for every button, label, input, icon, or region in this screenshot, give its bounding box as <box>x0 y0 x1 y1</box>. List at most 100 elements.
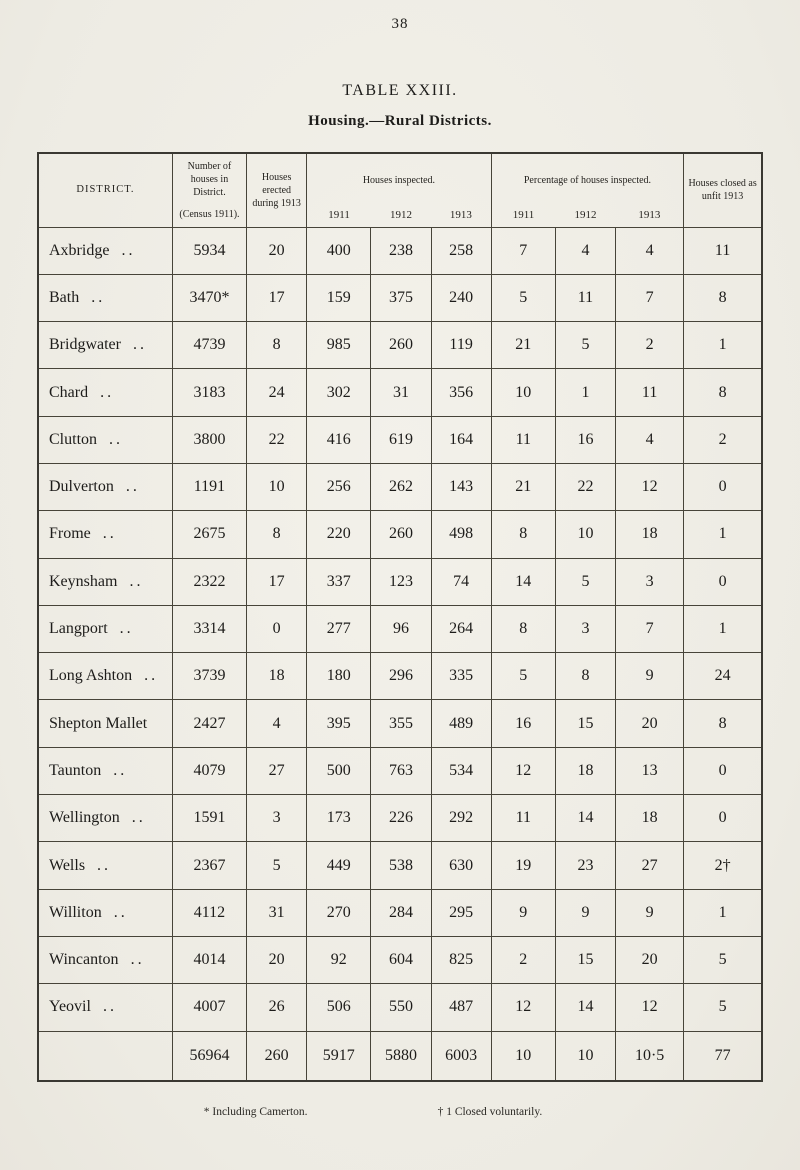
value-cell: 335 <box>430 652 492 701</box>
value-cell: 12 <box>490 983 556 1032</box>
value-cell: 5 <box>490 273 556 323</box>
value-cell: 270 <box>306 888 372 937</box>
leader-dots: .. <box>119 620 134 638</box>
value-cell: 395 <box>306 699 372 748</box>
value-cell: 277 <box>306 604 372 654</box>
table-row: Williton.. 4112 31 270 284 295 9 9 9 1 <box>37 888 763 937</box>
value-cell: 337 <box>306 557 372 606</box>
value-cell: 5 <box>554 557 617 606</box>
value-cell: 164 <box>430 415 492 464</box>
value-cell: 3 <box>246 794 308 843</box>
footnotes: * Including Camerton. † 1 Closed volunta… <box>0 1106 773 1118</box>
value-cell: 500 <box>306 746 372 796</box>
value-cell: 1 <box>683 888 763 937</box>
table-row: Bath.. 3470* 17 159 375 240 5 11 7 8 <box>37 273 763 323</box>
value-cell: 985 <box>306 321 372 370</box>
value-cell: 260 <box>370 321 432 370</box>
total-value-cell: 5917 <box>306 1030 372 1082</box>
value-cell: 7 <box>615 273 685 323</box>
district-name-cell: Clutton.. <box>37 415 173 464</box>
value-cell: 20 <box>615 699 685 748</box>
value-cell: 295 <box>430 888 492 937</box>
value-cell: 400 <box>306 226 372 275</box>
value-cell: 449 <box>306 841 372 890</box>
value-cell: 14 <box>554 794 617 843</box>
value-cell: 2 <box>615 321 685 370</box>
district-name: Chard <box>49 383 89 401</box>
value-cell: 22 <box>554 462 617 512</box>
footnote-closed-voluntarily: † 1 Closed voluntarily. <box>437 1106 543 1118</box>
table-row: Wellington.. 1591 3 173 226 292 11 14 18 0 <box>37 794 763 843</box>
value-cell: 8 <box>683 699 763 748</box>
value-cell: 9 <box>615 888 685 937</box>
value-cell: 1 <box>554 368 617 417</box>
value-cell: 27 <box>615 841 685 890</box>
value-cell: 9 <box>554 888 617 937</box>
district-name-cell: Wincanton.. <box>37 935 173 985</box>
district-name: Taunton <box>49 761 102 779</box>
value-cell: 13 <box>615 746 685 796</box>
district-name-cell: Frome.. <box>37 510 173 559</box>
district-name: Axbridge <box>49 241 110 259</box>
value-cell: 7 <box>490 226 556 275</box>
value-cell: 11 <box>490 415 556 464</box>
value-cell: 292 <box>430 794 492 843</box>
leader-dots: .. <box>130 951 145 969</box>
district-name: Wincanton <box>49 951 119 969</box>
district-name-cell: Bath.. <box>37 273 173 323</box>
value-cell: 4 <box>615 226 685 275</box>
value-cell: 375 <box>370 273 432 323</box>
value-cell: 11 <box>615 368 685 417</box>
table-row: Frome.. 2675 8 220 260 498 8 10 18 1 <box>37 510 763 559</box>
leader-dots: .. <box>131 809 146 827</box>
value-cell: 256 <box>306 462 372 512</box>
total-value-cell: 10·5 <box>615 1030 685 1082</box>
value-cell: 2 <box>683 415 763 464</box>
header-number-of-houses-label: Number of houses in District. <box>187 160 232 198</box>
leader-dots: .. <box>100 383 115 401</box>
value-cell: 825 <box>430 935 492 985</box>
value-cell: 8 <box>246 510 308 559</box>
district-name: Wells <box>49 856 86 874</box>
value-cell: 19 <box>490 841 556 890</box>
table-title: TABLE XXIII. <box>342 82 458 99</box>
district-name-cell: Williton.. <box>37 888 173 937</box>
table-row: Clutton.. 3800 22 416 619 164 11 16 4 2 <box>37 415 763 464</box>
header-district: DISTRICT. <box>37 152 173 228</box>
value-cell: 763 <box>370 746 432 796</box>
value-cell: 12 <box>615 983 685 1032</box>
value-cell: 5 <box>246 841 308 890</box>
header-houses-inspected: Houses inspected. <box>306 152 492 203</box>
value-cell: 1 <box>683 604 763 654</box>
value-cell: 173 <box>306 794 372 843</box>
value-cell: 284 <box>370 888 432 937</box>
leader-dots: .. <box>113 761 128 779</box>
district-name: Long Ashton <box>49 667 133 685</box>
page-number: 38 <box>391 16 409 32</box>
value-cell: 630 <box>430 841 492 890</box>
value-cell: 17 <box>246 273 308 323</box>
value-cell: 8 <box>554 652 617 701</box>
value-cell: 15 <box>554 935 617 985</box>
value-cell: 3 <box>615 557 685 606</box>
district-name-cell: Long Ashton.. <box>37 652 173 701</box>
value-cell: 74 <box>430 557 492 606</box>
value-cell: 10 <box>554 510 617 559</box>
value-cell: 4 <box>554 226 617 275</box>
value-cell: 302 <box>306 368 372 417</box>
leader-dots: .. <box>91 288 106 306</box>
total-value-cell: 77 <box>683 1030 763 1082</box>
table-header: DISTRICT. Number of houses in District. … <box>37 152 763 228</box>
value-cell: 180 <box>306 652 372 701</box>
header-number-of-houses: Number of houses in District. (Census 19… <box>171 152 248 228</box>
header-houses-erected: Houses erected during 1913 <box>246 152 308 228</box>
value-cell: 619 <box>370 415 432 464</box>
value-cell: 17 <box>246 557 308 606</box>
header-census-label: (Census 1911). <box>179 208 240 220</box>
value-cell: 4007 <box>171 983 248 1032</box>
district-name-cell: Yeovil.. <box>37 983 173 1032</box>
value-cell: 18 <box>615 510 685 559</box>
value-cell: 538 <box>370 841 432 890</box>
table-row: Chard.. 3183 24 302 31 356 10 1 11 8 <box>37 368 763 417</box>
